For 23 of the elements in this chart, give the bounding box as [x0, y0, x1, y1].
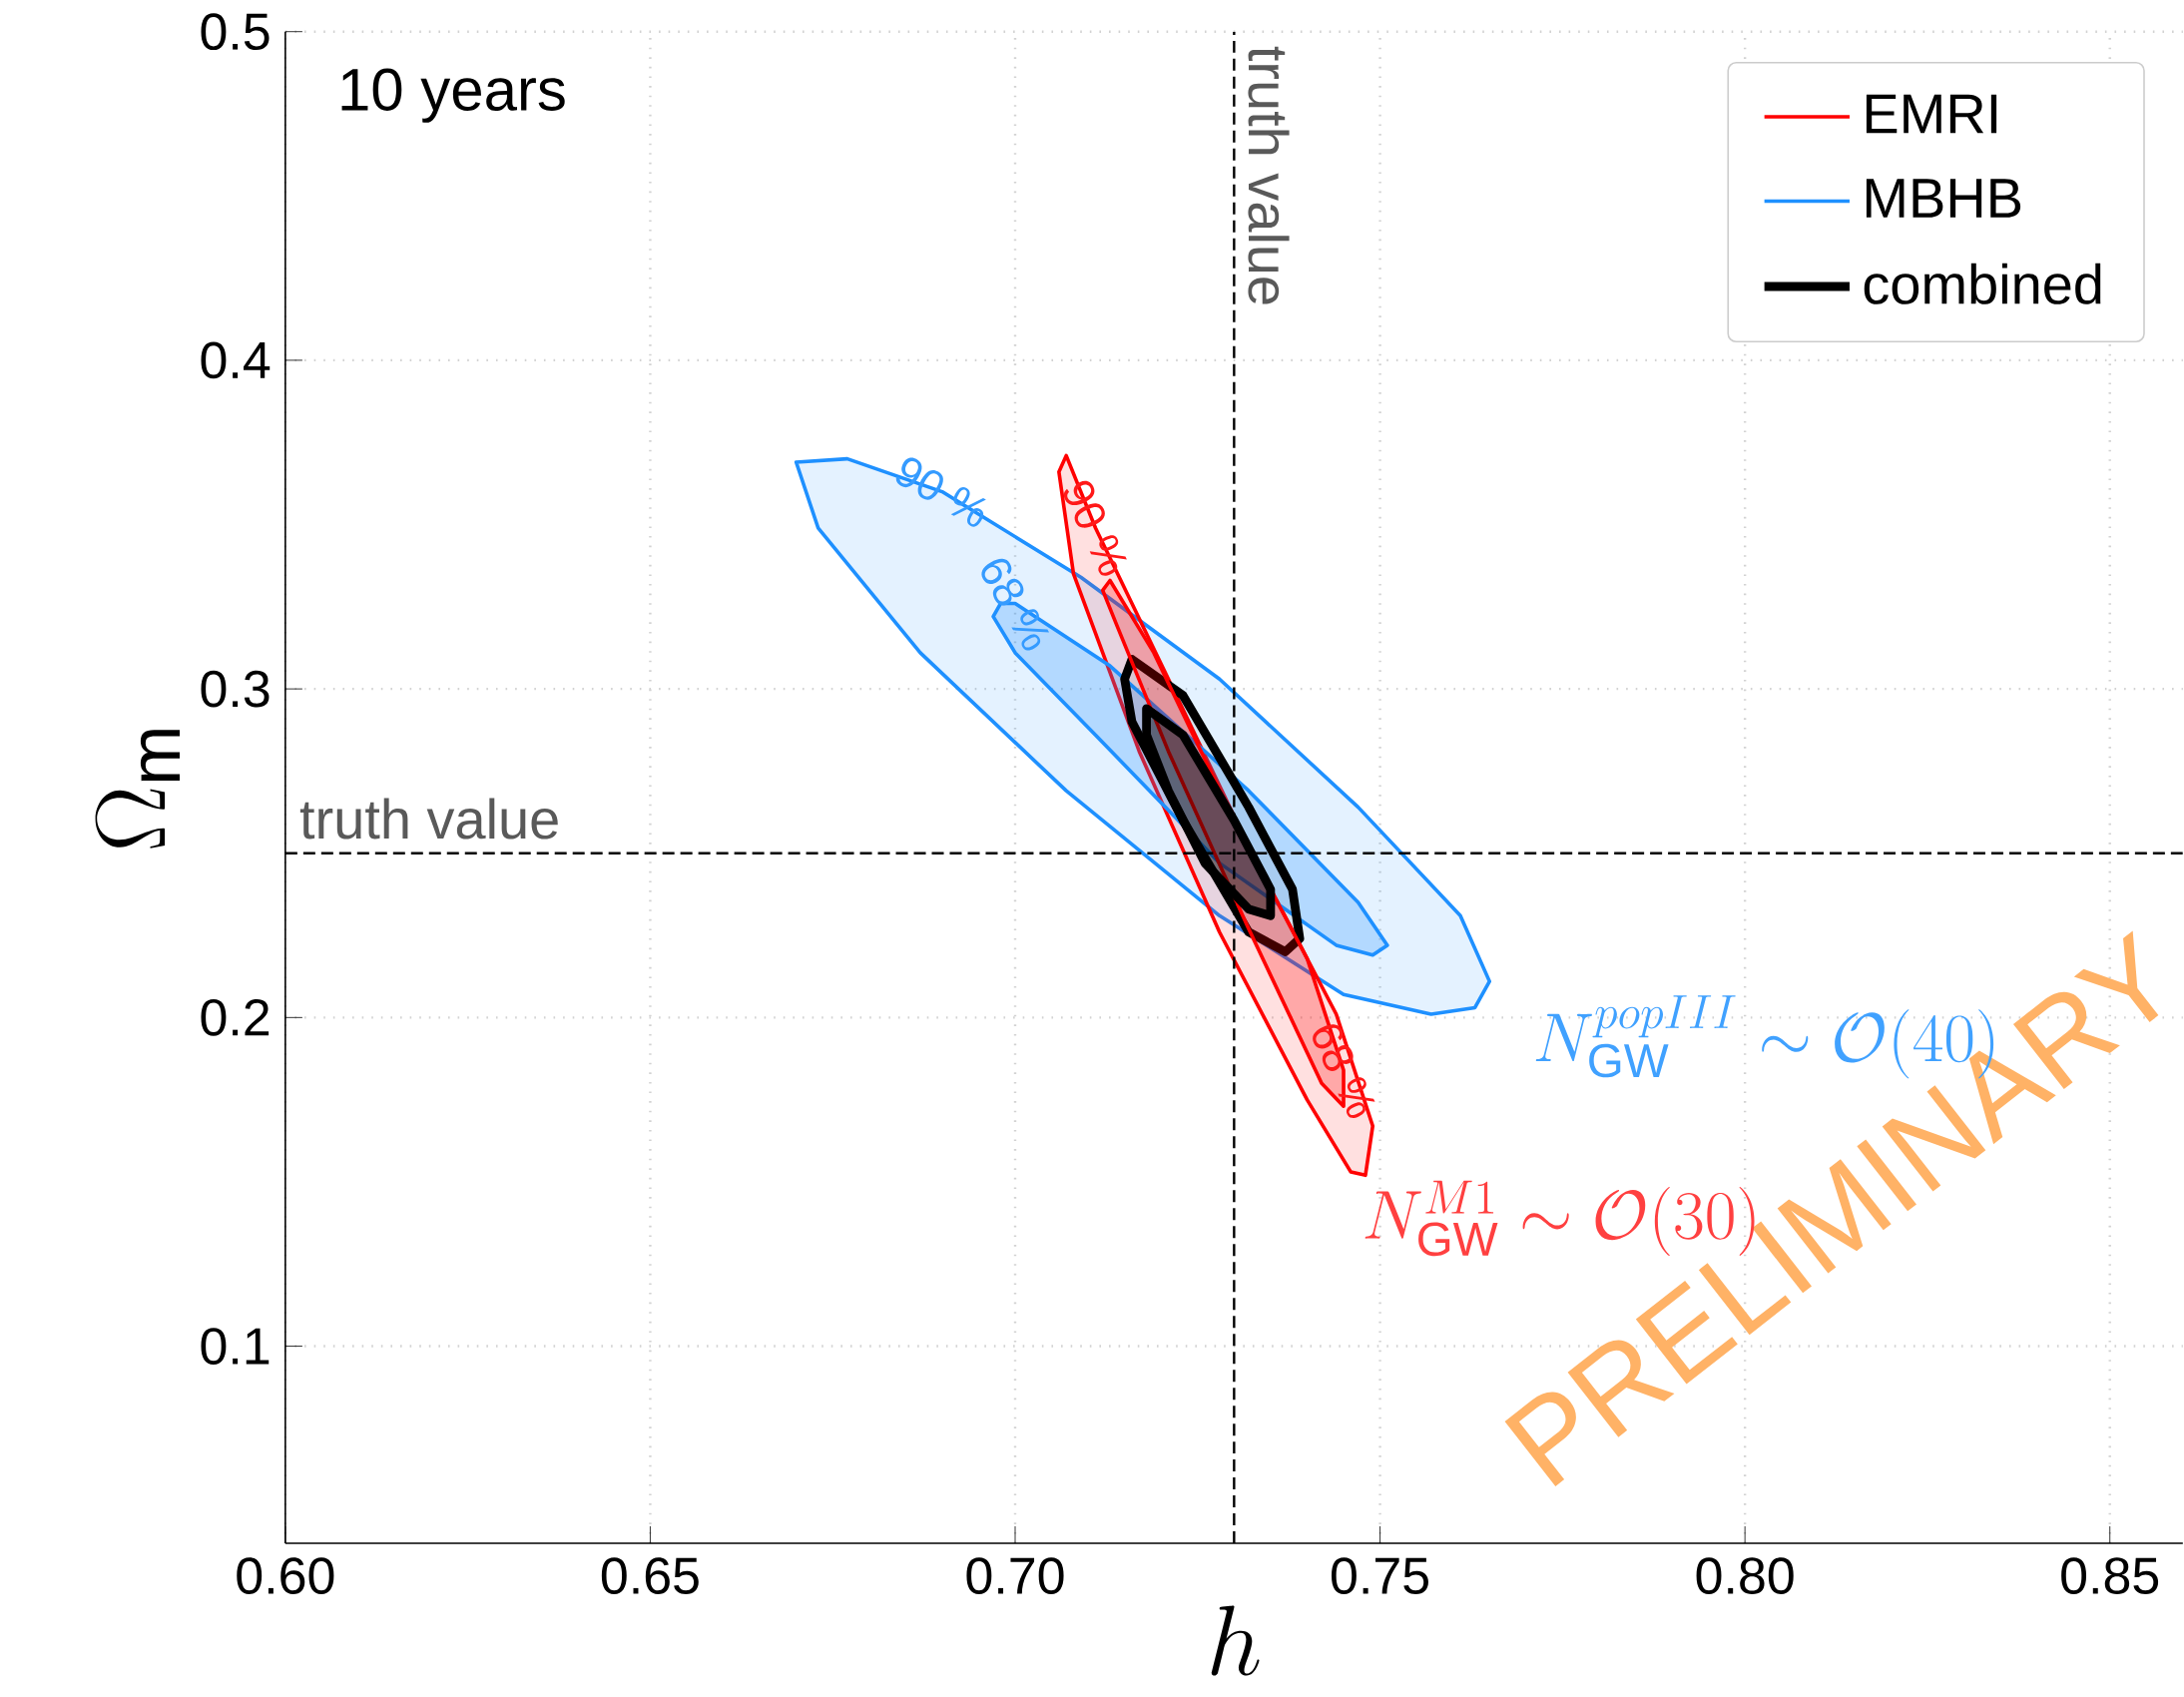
x-tick-label: 0.75	[1332, 1557, 1428, 1594]
annotation: 68 %	[1313, 1024, 1375, 1118]
x-tick-label: 0.65	[601, 1557, 699, 1594]
annotation: 10 years	[341, 68, 565, 123]
x-tick-label: 0.60	[237, 1557, 334, 1594]
ref-line-label: truth value	[1248, 46, 1290, 304]
x-tick-label: 0.80	[1696, 1557, 1794, 1594]
y-tick-label: 0.5	[201, 13, 270, 51]
legend-label: EMRI	[1866, 94, 1997, 134]
y-tick-label: 0.3	[201, 670, 270, 708]
y-tick-label: 0.1	[201, 1328, 270, 1365]
legend-label: combined	[1864, 263, 2101, 304]
x-tick-label: 0.70	[966, 1557, 1064, 1594]
y-tick-label: 0.2	[201, 998, 270, 1036]
y-tick-label: 0.4	[201, 341, 271, 379]
ref-line-label: truth value	[299, 798, 558, 840]
x-tick-label: 0.85	[2061, 1557, 2159, 1594]
annotation: 90 %	[1063, 480, 1127, 576]
legend-label: MBHB	[1866, 179, 2021, 218]
annotation: 68 %	[981, 558, 1050, 651]
y-axis-title: $\Omega_{\rm m}$	[95, 730, 181, 848]
x-axis-title: $h$	[1211, 1605, 1260, 1676]
annotation: 90 %	[895, 457, 986, 527]
